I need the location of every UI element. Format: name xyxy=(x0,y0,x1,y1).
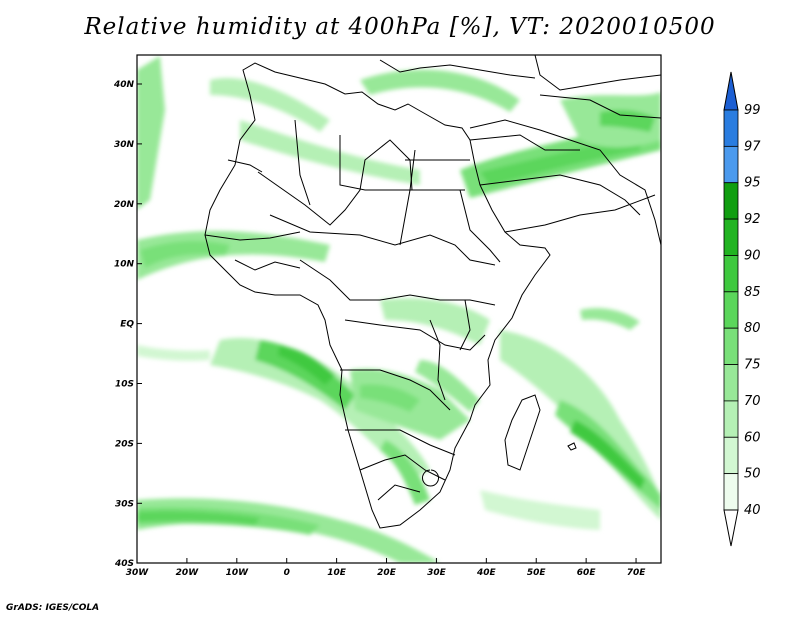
country-boundaries xyxy=(204,55,661,529)
colorbar-label: 40 xyxy=(744,503,761,518)
x-tick-label: 60E xyxy=(577,568,597,578)
x-tick-label: 0 xyxy=(284,568,290,578)
y-tick-label: EQ xyxy=(120,320,134,330)
colorbar-segment xyxy=(723,182,739,220)
x-tick-label: 10E xyxy=(327,568,347,578)
colorbar-segment xyxy=(723,218,739,256)
humidity-field xyxy=(137,56,661,563)
colorbar-segment xyxy=(723,145,739,184)
colorbar-label: 95 xyxy=(744,176,761,191)
colorbar-segment xyxy=(723,109,739,147)
y-tick-label: 40N xyxy=(113,80,135,90)
y-tick-label: 20N xyxy=(114,200,135,210)
colorbar-segment xyxy=(723,291,739,329)
colorbar-bottom-arrow xyxy=(723,509,739,547)
colorbar: 99 97 95 92 90 85 80 75 70 60 50 40 xyxy=(723,71,761,547)
colorbar-segment xyxy=(723,400,739,438)
colorbar-label: 92 xyxy=(744,212,761,227)
x-tick-label: 30E xyxy=(427,568,447,578)
x-tick-label: 50E xyxy=(527,568,547,578)
colorbar-label: 90 xyxy=(744,248,761,263)
y-axis-ticks: 40N 30N 20N 10N EQ 10S 20S 30S 40S xyxy=(113,80,142,569)
colorbar-label: 97 xyxy=(744,139,761,154)
colorbar-label: 85 xyxy=(744,285,761,300)
colorbar-segment xyxy=(723,255,739,293)
x-tick-label: 20W xyxy=(176,568,200,578)
x-axis-ticks: 30W 20W 10W 0 10E 20E 30E 40E 50E 60E 70E xyxy=(126,558,646,578)
grads-credit: GrADS: IGES/COLA xyxy=(6,603,100,613)
x-tick-label: 10W xyxy=(226,568,250,578)
x-tick-label: 40E xyxy=(476,568,497,578)
colorbar-label: 60 xyxy=(744,430,761,445)
colorbar-top-arrow xyxy=(723,71,739,111)
colorbar-segment xyxy=(723,327,739,365)
colorbar-label: 50 xyxy=(744,467,761,482)
colorbar-label: 99 xyxy=(744,103,761,118)
colorbar-label: 75 xyxy=(744,358,761,373)
y-tick-label: 10N xyxy=(114,260,135,270)
y-tick-label: 30S xyxy=(115,499,134,509)
y-tick-label: 30N xyxy=(114,140,135,150)
plot-frame xyxy=(136,54,662,564)
colorbar-segment xyxy=(723,364,739,402)
colorbar-segment xyxy=(723,473,739,511)
map-title: Relative humidity at 400hPa [%], VT: 202… xyxy=(84,14,716,40)
y-tick-label: 10S xyxy=(115,380,134,390)
y-tick-label: 20S xyxy=(115,439,134,449)
y-tick-label: 40S xyxy=(114,559,134,569)
x-tick-label: 70E xyxy=(627,568,647,578)
x-tick-label: 30W xyxy=(126,568,150,578)
colorbar-label: 80 xyxy=(744,321,761,336)
x-tick-label: 20E xyxy=(377,568,397,578)
colorbar-segment xyxy=(723,436,739,475)
colorbar-label: 70 xyxy=(744,394,761,409)
